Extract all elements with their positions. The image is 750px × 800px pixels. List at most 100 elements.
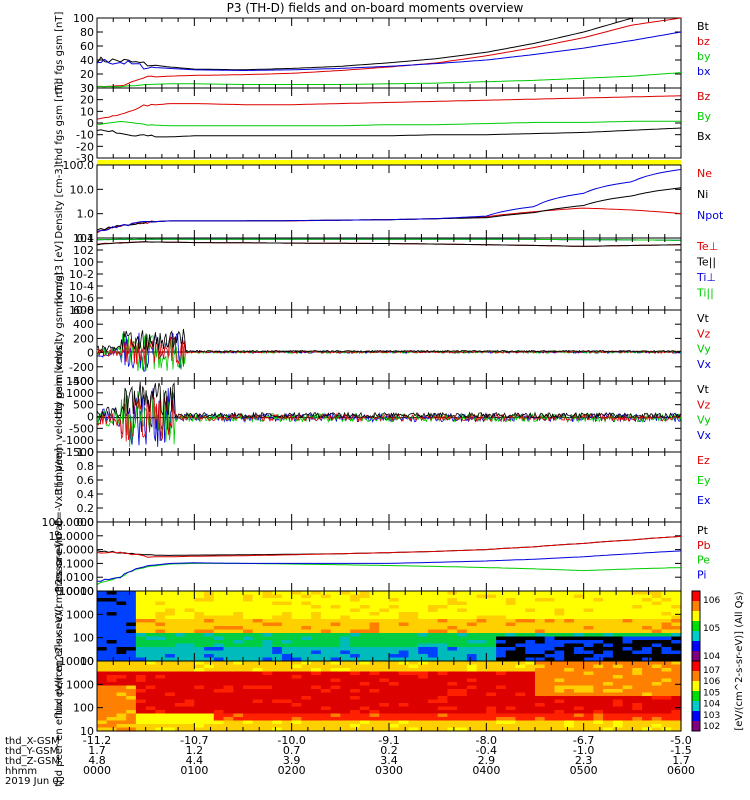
spectrogram-cell — [243, 626, 254, 631]
spectrogram-cell — [204, 696, 215, 701]
spectrogram-cell — [671, 689, 682, 694]
y-axis-label: thd peim velocity gsm [km/s] — [54, 272, 65, 419]
spectrogram-cell — [213, 710, 225, 715]
spectrogram-cell — [466, 612, 478, 617]
spectrogram-cell — [505, 608, 517, 613]
spectrogram-cell — [466, 696, 478, 701]
spectrogram-cell — [184, 710, 195, 715]
spectrogram-cell — [359, 661, 371, 666]
spectrogram-cell — [593, 717, 604, 722]
spectrogram-cell — [612, 594, 624, 599]
spectrogram-cell — [369, 671, 380, 676]
spectrogram-cell — [651, 612, 663, 617]
spectrogram-cell — [204, 612, 215, 617]
spectrogram-cell — [671, 685, 682, 690]
spectrogram-cell — [603, 657, 614, 662]
spectrogram-cell — [496, 661, 507, 666]
spectrogram-cell — [466, 720, 478, 725]
spectrogram-cell — [291, 724, 302, 729]
spectrogram-cell — [496, 591, 507, 596]
spectrogram-cell — [554, 594, 565, 599]
spectrogram-cell — [116, 696, 127, 701]
spectrogram-cell — [447, 605, 458, 610]
spectrogram-cell — [408, 682, 419, 687]
spectrogram-cell — [535, 636, 546, 641]
spectrogram-cell — [457, 622, 468, 627]
spectrogram-cell — [651, 699, 663, 704]
spectrogram-cell — [330, 713, 341, 718]
spectrogram-cell — [535, 594, 546, 599]
spectrogram-cell — [661, 675, 672, 680]
spectrogram-cell — [272, 650, 283, 655]
spectrogram-cell — [476, 643, 487, 648]
spectrogram-cell — [272, 654, 283, 659]
spectrogram-cell — [184, 699, 195, 704]
spectrogram-cell — [612, 664, 624, 669]
spectrogram-cell — [651, 661, 663, 666]
spectrogram-cell — [223, 594, 234, 599]
spectrogram-cell — [554, 633, 565, 638]
spectrogram-cell — [194, 654, 205, 659]
spectrogram-cell — [535, 619, 546, 624]
spectrogram-cell — [145, 668, 156, 673]
spectrogram-cell — [213, 629, 225, 634]
spectrogram-cell — [408, 664, 419, 669]
spectrogram-cell — [535, 640, 546, 645]
spectrogram-cell — [642, 643, 653, 648]
spectrogram-cell — [301, 713, 312, 718]
spectrogram-cell — [593, 650, 604, 655]
spectrogram-cell — [126, 612, 137, 617]
spectrogram-cell — [554, 643, 565, 648]
spectrogram-cell — [340, 615, 351, 620]
spectrogram-cell — [447, 678, 458, 683]
spectrogram-cell — [447, 601, 458, 606]
spectrogram-cell — [622, 717, 633, 722]
spectrogram-cell — [291, 619, 302, 624]
spectrogram-cell — [106, 654, 117, 659]
spectrogram-cell — [593, 601, 604, 606]
spectrogram-cell — [320, 594, 332, 599]
y-axis-label: thd peem velocity gsm [km/s] — [54, 341, 65, 491]
spectrogram-cell — [301, 640, 312, 645]
spectrogram-cell — [573, 661, 585, 666]
spectrogram-cell — [505, 682, 517, 687]
spectrogram-cell — [252, 678, 263, 683]
spectrogram-cell — [515, 664, 526, 669]
spectrogram-cell — [505, 724, 517, 729]
spectrogram-cell — [525, 636, 536, 641]
spectrogram-cell — [194, 692, 205, 697]
spectrogram-cell — [330, 703, 341, 708]
spectrogram-cell — [194, 640, 205, 645]
colorbar-segment — [692, 711, 700, 722]
spectrogram-cell — [671, 598, 682, 603]
spectrogram-cell — [116, 724, 127, 729]
spectrogram-cell — [593, 713, 604, 718]
spectrogram-cell — [466, 727, 478, 732]
spectrogram-cell — [544, 675, 555, 680]
spectrogram-cell — [213, 692, 225, 697]
spectrogram-cell — [457, 619, 468, 624]
spectrogram-cell — [252, 724, 263, 729]
spectrogram-cell — [155, 594, 166, 599]
spectrogram-cell — [311, 647, 322, 652]
spectrogram-cell — [126, 640, 137, 645]
spectrogram-cell — [350, 636, 361, 641]
spectrogram-cell — [379, 720, 390, 725]
velocity-trace-red — [96, 394, 682, 442]
spectrogram-cell — [447, 591, 458, 596]
spectrogram-cell — [612, 668, 624, 673]
spectrogram-cell — [642, 650, 653, 655]
spectrogram-cell — [505, 640, 517, 645]
spectrogram-cell — [262, 636, 273, 641]
spectrogram-cell — [671, 591, 682, 596]
spectrogram-cell — [262, 706, 273, 711]
spectrogram-cell — [291, 685, 302, 690]
spectrogram-cell — [223, 699, 234, 704]
legend-vy: Vy — [697, 414, 711, 427]
spectrogram-cell — [106, 629, 117, 634]
spectrogram-cell — [194, 661, 205, 666]
spectrogram-cell — [369, 612, 380, 617]
spectrogram-cell — [583, 661, 594, 666]
spectrogram-cell — [301, 598, 312, 603]
spectrogram-cell — [233, 675, 244, 680]
